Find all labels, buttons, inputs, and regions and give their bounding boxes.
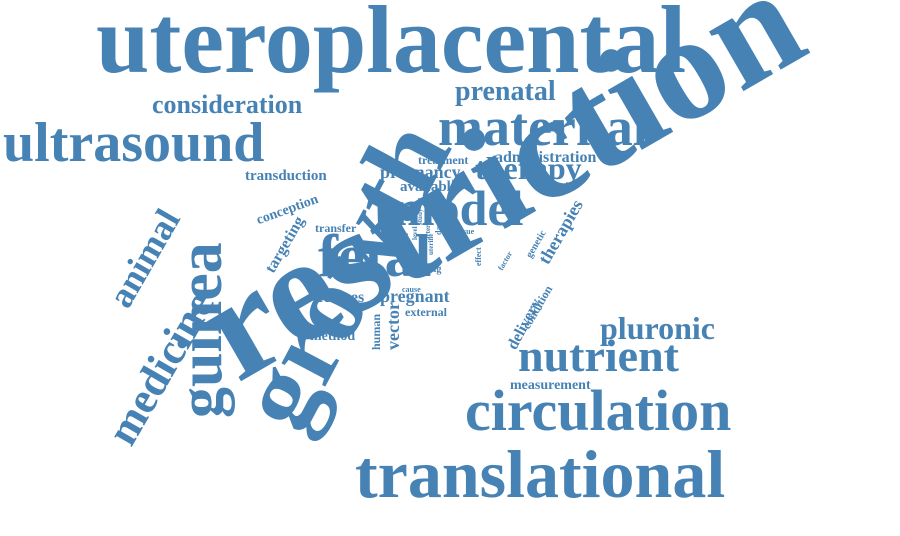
word-translational: translational — [355, 440, 725, 508]
word-transduction: transduction — [245, 169, 327, 184]
word-ultrasound: ultrasound — [3, 115, 264, 171]
word-nutrient: nutrient — [518, 333, 679, 379]
word-consideration: consideration — [152, 92, 302, 118]
word-circulation: circulation — [465, 382, 731, 440]
